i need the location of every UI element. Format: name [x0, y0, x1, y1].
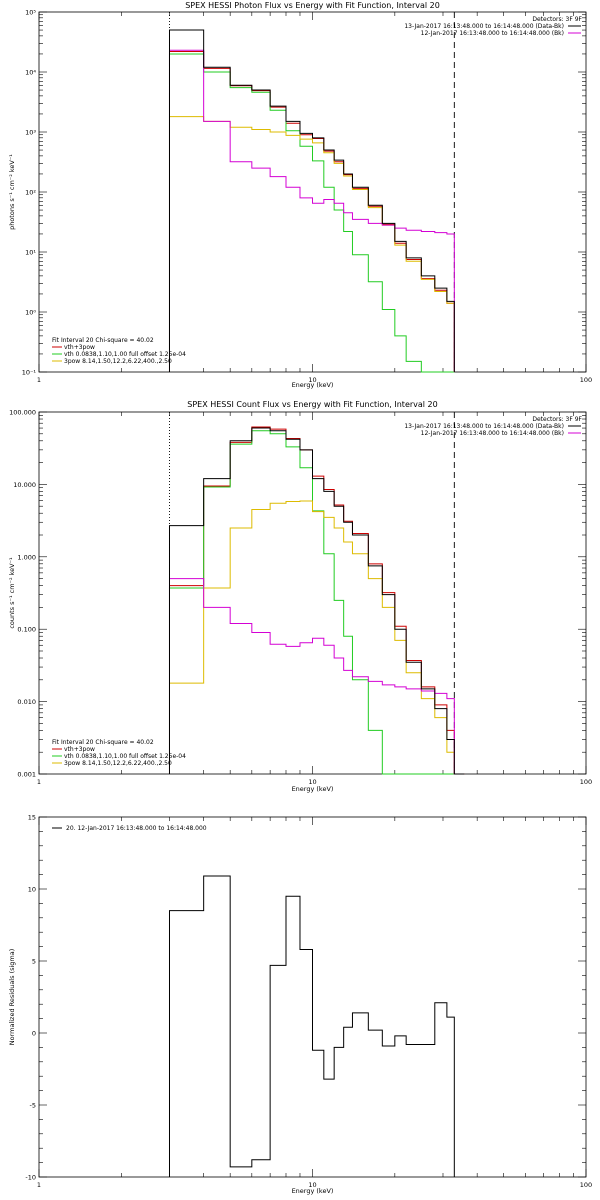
x-tick-label: 1	[37, 376, 41, 384]
x-tick-label: 10	[308, 1181, 316, 1189]
y-tick-label: 0.001	[17, 771, 36, 779]
x-tick-label: 10	[308, 778, 316, 786]
chart-title: SPEX HESSI Count Flux vs Energy with Fit…	[187, 400, 438, 409]
y-tick-label: 0.100	[17, 626, 36, 634]
y-tick-label: -10	[25, 1174, 36, 1182]
residuals-chart: 1 10 100 -10 -5 0 5 10 15 Energy (keV) Normalized …	[8, 814, 592, 1196]
y-tick-label: 10¹	[25, 249, 36, 257]
legend-left-entry: vth+3pow	[64, 746, 95, 753]
detectors-label: Detectors: 3F 9F	[532, 16, 582, 23]
residual-legend-label: 20. 12-Jan-2017 16:13:48.000 to 16:14:48…	[66, 825, 207, 832]
x-tick-label: 10	[308, 376, 316, 384]
legend-right-entry: 12-Jan-2017 16:13:48.000 to 16:14:48.000…	[421, 430, 564, 437]
y-tick-label: 0.010	[17, 698, 36, 706]
series-3-histogram	[168, 116, 455, 372]
x-tick-label: 1	[37, 1181, 41, 1189]
series-2-histogram	[168, 53, 455, 373]
y-tick-label: 10	[28, 886, 36, 894]
fit-info-label: Fit Interval 20 Chi-square = 40.02	[52, 337, 154, 344]
legend-right-entry: 12-Jan-2017 16:13:48.000 to 16:14:48.000…	[421, 30, 564, 37]
y-tick-label: 10²	[25, 189, 36, 197]
legend-right-entry: 13-Jan-2017 16:13:48.000 to 16:14:48.000…	[404, 423, 564, 430]
fit-info-label: Fit Interval 20 Chi-square = 40.02	[52, 739, 154, 746]
series-4-histogram	[168, 578, 465, 775]
y-tick-label: 100.000	[9, 409, 36, 417]
y-tick-label: 15	[28, 814, 36, 822]
x-axis-label: Energy (keV)	[292, 785, 334, 793]
photon-flux-chart: SPEX HESSI Photon Flux vs Energy with Fi…	[8, 1, 592, 389]
x-tick-label: 1	[37, 778, 41, 786]
detectors-label: Detectors: 3F 9F	[532, 416, 582, 423]
count-flux-chart: SPEX HESSI Count Flux vs Energy with Fit…	[8, 400, 592, 793]
series-0-histogram	[168, 875, 455, 1177]
y-tick-label: 0	[32, 1030, 36, 1038]
y-tick-label: 10³	[25, 129, 36, 137]
legend-left-entry: vth+3pow	[64, 344, 95, 351]
y-tick-label: 10⁵	[25, 9, 36, 17]
legend-right-entry: 13-Jan-2017 16:13:48.000 to 16:14:48.000…	[404, 23, 564, 30]
y-tick-label: 5	[32, 958, 36, 966]
legend-left-entry: vth 0.0838,1.10,1.00 full offset 1.25e-0…	[64, 753, 186, 760]
legend-left-entry: 3pow 8.14,1.50,12.2,6.22,400.,2.50	[64, 358, 172, 365]
y-tick-label: 10⁰	[25, 309, 36, 317]
y-tick-label: 10⁴	[25, 69, 36, 77]
y-axis-label: Normalized Residuals (sigma)	[8, 949, 16, 1046]
x-tick-label: 100	[580, 778, 592, 786]
series-0-histogram	[168, 427, 465, 775]
x-axis-label: Energy (keV)	[292, 1187, 334, 1195]
plot-frame	[38, 11, 587, 373]
y-tick-label: -5	[30, 1102, 36, 1110]
y-tick-label: 1.000	[17, 553, 36, 561]
series-3-histogram	[168, 500, 465, 775]
x-tick-label: 100	[580, 376, 592, 384]
series-4-histogram	[168, 49, 455, 372]
legend-left-entry: vth 0.0838,1.10,1.00 full offset 1.25e-0…	[64, 351, 186, 358]
y-tick-label: 10⁻¹	[22, 369, 37, 377]
x-axis-label: Energy (keV)	[292, 381, 334, 389]
x-tick-label: 100	[580, 1181, 592, 1189]
series-2-histogram	[168, 430, 465, 775]
series-0-histogram	[168, 29, 455, 372]
y-axis-label: counts s⁻¹ cm⁻² keV⁻¹	[8, 557, 16, 629]
legend-left-entry: 3pow 8.14,1.50,12.2,6.22,400.,2.50	[64, 760, 172, 767]
y-tick-label: 10.000	[13, 481, 36, 489]
y-axis-label: photons s⁻¹ cm⁻² keV⁻¹	[8, 154, 16, 230]
chart-title: SPEX HESSI Photon Flux vs Energy with Fi…	[185, 1, 440, 10]
series-1-histogram	[168, 50, 455, 372]
